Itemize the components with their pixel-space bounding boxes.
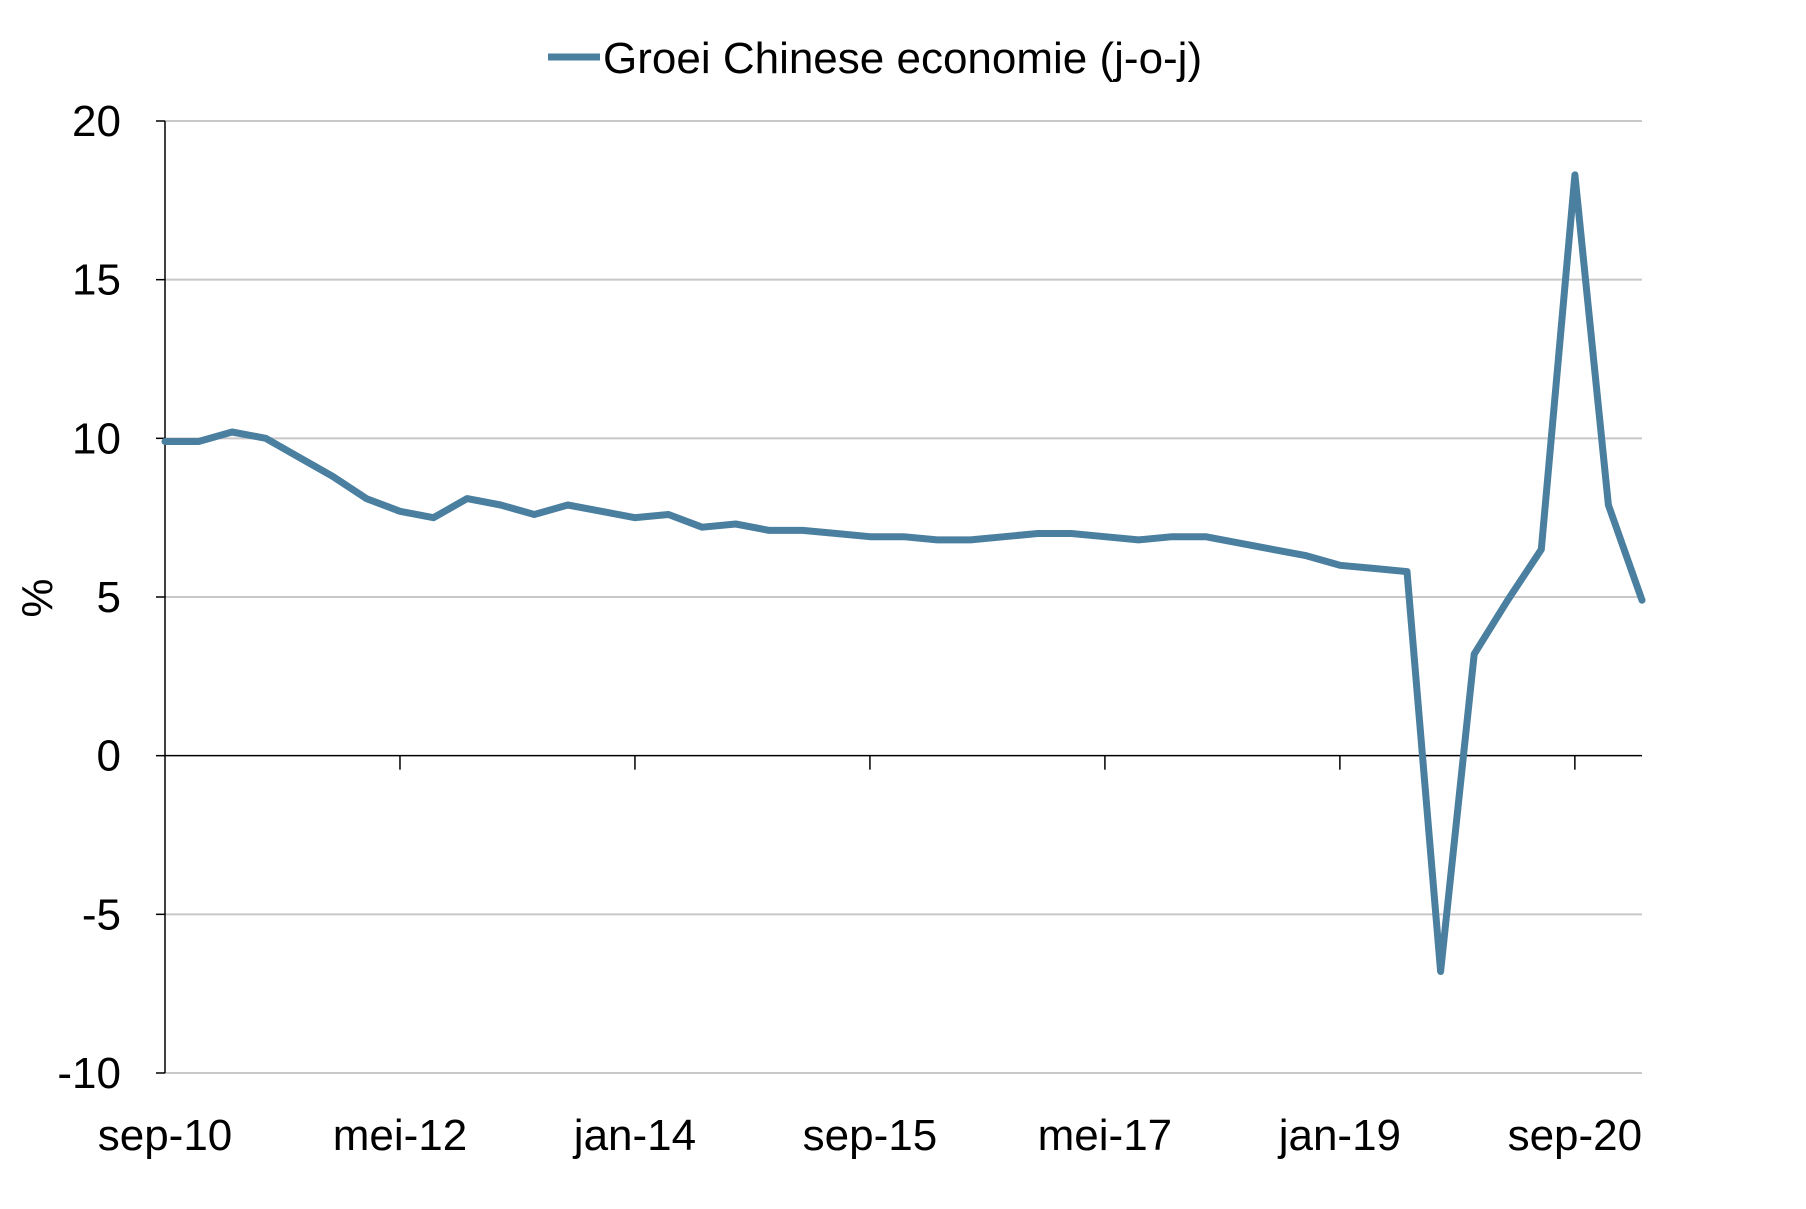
x-tick-label: jan-14 — [572, 1111, 696, 1160]
y-tick-label: 0 — [97, 732, 121, 781]
axes — [156, 120, 1642, 1074]
y-tick-label: 10 — [72, 414, 121, 463]
series-lines — [161, 171, 1646, 975]
y-tick-label: -10 — [57, 1049, 121, 1098]
tick-labels: -10 -5 0 5 10 15 20 sep-10 mei-12 jan-14 sep-15 mei… — [57, 97, 1642, 1160]
x-tick-label: jan-19 — [1277, 1111, 1401, 1160]
y-tick-label: 15 — [72, 256, 121, 305]
y-tick-label: 20 — [72, 97, 121, 146]
legend: Groei Chinese economie (j-o-j) — [548, 34, 1202, 83]
legend-label: Groei Chinese economie (j-o-j) — [603, 34, 1202, 83]
x-tick-label: sep-15 — [803, 1111, 938, 1160]
x-tick-label: mei-12 — [333, 1111, 468, 1160]
gridlines — [165, 120, 1642, 1074]
y-tick-label: -5 — [82, 890, 121, 939]
x-tick-label: sep-20 — [1508, 1111, 1643, 1160]
x-tick-label: sep-10 — [98, 1111, 233, 1160]
y-tick-label: 5 — [97, 573, 121, 622]
y-axis-label: % — [13, 578, 62, 617]
series-line — [161, 171, 1646, 975]
x-tick-label: mei-17 — [1038, 1111, 1173, 1160]
